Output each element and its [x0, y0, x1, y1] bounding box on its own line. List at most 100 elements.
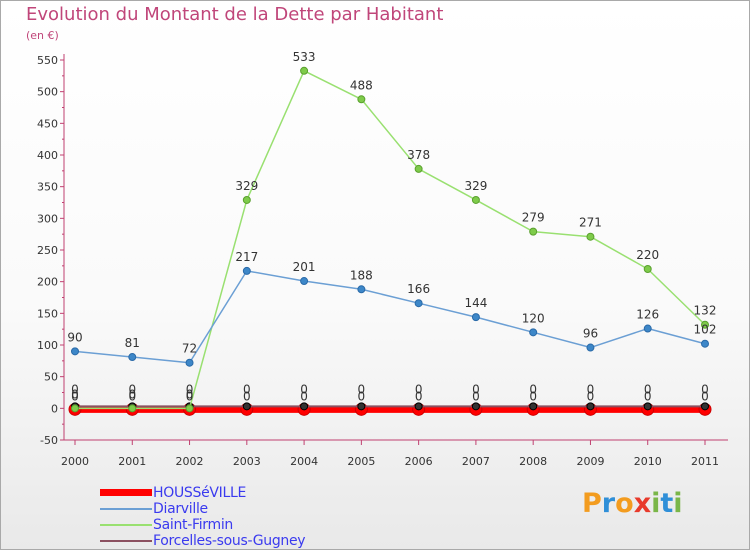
y-tick-label: 450	[37, 117, 58, 130]
data-point-forcelles	[471, 402, 480, 411]
data-label-diarville: 81	[125, 336, 140, 350]
data-label-saint-firmin: 0	[128, 387, 136, 401]
x-tick-label: 2008	[519, 455, 547, 468]
data-label-diarville: 72	[182, 342, 197, 356]
legend-swatch-saint-firmin	[100, 524, 152, 526]
data-label-saint-firmin: 329	[235, 179, 258, 193]
y-tick-label: 300	[37, 212, 58, 225]
y-tick-label: -50	[40, 434, 58, 447]
data-point-saint-firmin	[185, 404, 194, 413]
x-tick-label: 2010	[634, 455, 662, 468]
x-tick-label: 2002	[176, 455, 204, 468]
legend-swatch-diarville	[100, 508, 152, 510]
series-line-saint-firmin	[75, 70, 706, 410]
data-label-forcelles: 0	[415, 382, 423, 396]
x-tick-label: 2007	[462, 455, 490, 468]
data-point-diarville	[701, 339, 709, 348]
data-label-saint-firmin: 132	[694, 304, 717, 318]
x-tick-label: 2005	[347, 455, 375, 468]
data-point-saint-firmin	[586, 232, 595, 241]
data-label-saint-firmin: 0	[71, 387, 79, 401]
data-label-forcelles: 0	[644, 382, 652, 396]
y-tick-label: 400	[37, 149, 58, 162]
data-label-diarville: 102	[694, 323, 717, 337]
data-point-forcelles	[643, 402, 652, 411]
data-point-diarville	[471, 313, 480, 322]
data-label-saint-firmin: 220	[636, 248, 659, 262]
y-tick-label: 50	[44, 371, 58, 384]
y-tick-label: 250	[37, 244, 58, 257]
data-label-housseville: 0	[358, 389, 366, 403]
data-label-housseville: 0	[243, 389, 251, 403]
data-label-forcelles: 0	[529, 382, 537, 396]
data-label-saint-firmin: 0	[186, 387, 194, 401]
data-label-forcelles: 0	[300, 382, 308, 396]
data-point-forcelles	[357, 402, 366, 411]
data-point-saint-firmin	[471, 195, 480, 204]
y-tick-label: 100	[37, 339, 58, 352]
legend-swatch-housseville	[100, 489, 152, 496]
chart-title: Evolution du Montant de la Dette par Hab…	[26, 4, 444, 25]
data-point-diarville	[185, 358, 194, 367]
data-label-saint-firmin: 271	[579, 216, 602, 230]
data-label-housseville: 0	[529, 389, 537, 403]
data-label-forcelles: 0	[128, 382, 136, 396]
data-point-saint-firmin	[71, 404, 79, 413]
legend-label-diarville: Diarville	[153, 501, 208, 517]
data-label-diarville: 144	[464, 296, 487, 310]
data-point-forcelles	[701, 402, 709, 411]
y-tick-label: 200	[37, 276, 58, 289]
data-point-saint-firmin	[529, 227, 538, 236]
data-label-housseville: 0	[472, 389, 480, 403]
data-point-diarville	[586, 343, 595, 352]
legend-label-housseville: HOUSSéVILLE	[153, 485, 247, 501]
data-label-housseville: 0	[701, 389, 709, 403]
data-label-housseville: 0	[71, 389, 79, 403]
data-point-diarville	[128, 353, 137, 362]
data-label-forcelles: 0	[186, 382, 194, 396]
x-tick-label: 2003	[233, 455, 261, 468]
y-tick-label: 0	[51, 402, 58, 415]
logo-letter-5: t	[660, 488, 674, 519]
data-label-forcelles: 0	[587, 382, 595, 396]
data-label-housseville: 0	[300, 389, 308, 403]
data-label-saint-firmin: 533	[293, 50, 316, 64]
data-point-saint-firmin	[643, 265, 652, 273]
logo-letter-6: i	[673, 488, 683, 519]
x-tick-label: 2001	[118, 455, 146, 468]
data-point-forcelles	[586, 402, 595, 411]
x-tick-label: 2011	[691, 455, 719, 468]
legend-label-forcelles: Forcelles-sous-Gugney	[153, 533, 306, 549]
data-label-forcelles: 0	[243, 382, 251, 396]
data-point-diarville	[643, 324, 652, 333]
data-label-diarville: 126	[636, 308, 659, 322]
data-label-housseville: 0	[587, 389, 595, 403]
y-tick-label: 500	[37, 86, 58, 99]
data-label-housseville: 0	[415, 389, 423, 403]
x-tick-label: 2004	[290, 455, 318, 468]
proxiti-logo: Proxiti	[582, 488, 683, 519]
data-label-saint-firmin: 329	[464, 179, 487, 193]
data-point-diarville	[300, 277, 309, 286]
data-point-diarville	[529, 328, 538, 337]
series-line-diarville	[74, 270, 706, 364]
y-tick-label: 550	[37, 54, 58, 67]
data-point-diarville	[71, 347, 79, 356]
data-label-saint-firmin: 488	[350, 78, 373, 92]
data-label-forcelles: 0	[358, 382, 366, 396]
data-point-forcelles	[414, 402, 423, 411]
data-label-housseville: 0	[644, 389, 652, 403]
data-label-housseville: 0	[186, 389, 194, 403]
y-tick-label: 350	[37, 181, 58, 194]
data-label-diarville: 217	[235, 250, 258, 264]
y-unit-label: (en €)	[26, 29, 59, 42]
data-point-diarville	[357, 285, 366, 294]
data-point-forcelles	[242, 402, 251, 411]
data-label-diarville: 120	[522, 311, 545, 325]
data-point-diarville	[414, 299, 423, 308]
data-point-saint-firmin	[242, 195, 251, 204]
data-label-diarville: 90	[67, 330, 82, 344]
x-tick-label: 2006	[405, 455, 433, 468]
x-tick-label: 2009	[576, 455, 604, 468]
data-label-diarville: 96	[583, 327, 598, 341]
